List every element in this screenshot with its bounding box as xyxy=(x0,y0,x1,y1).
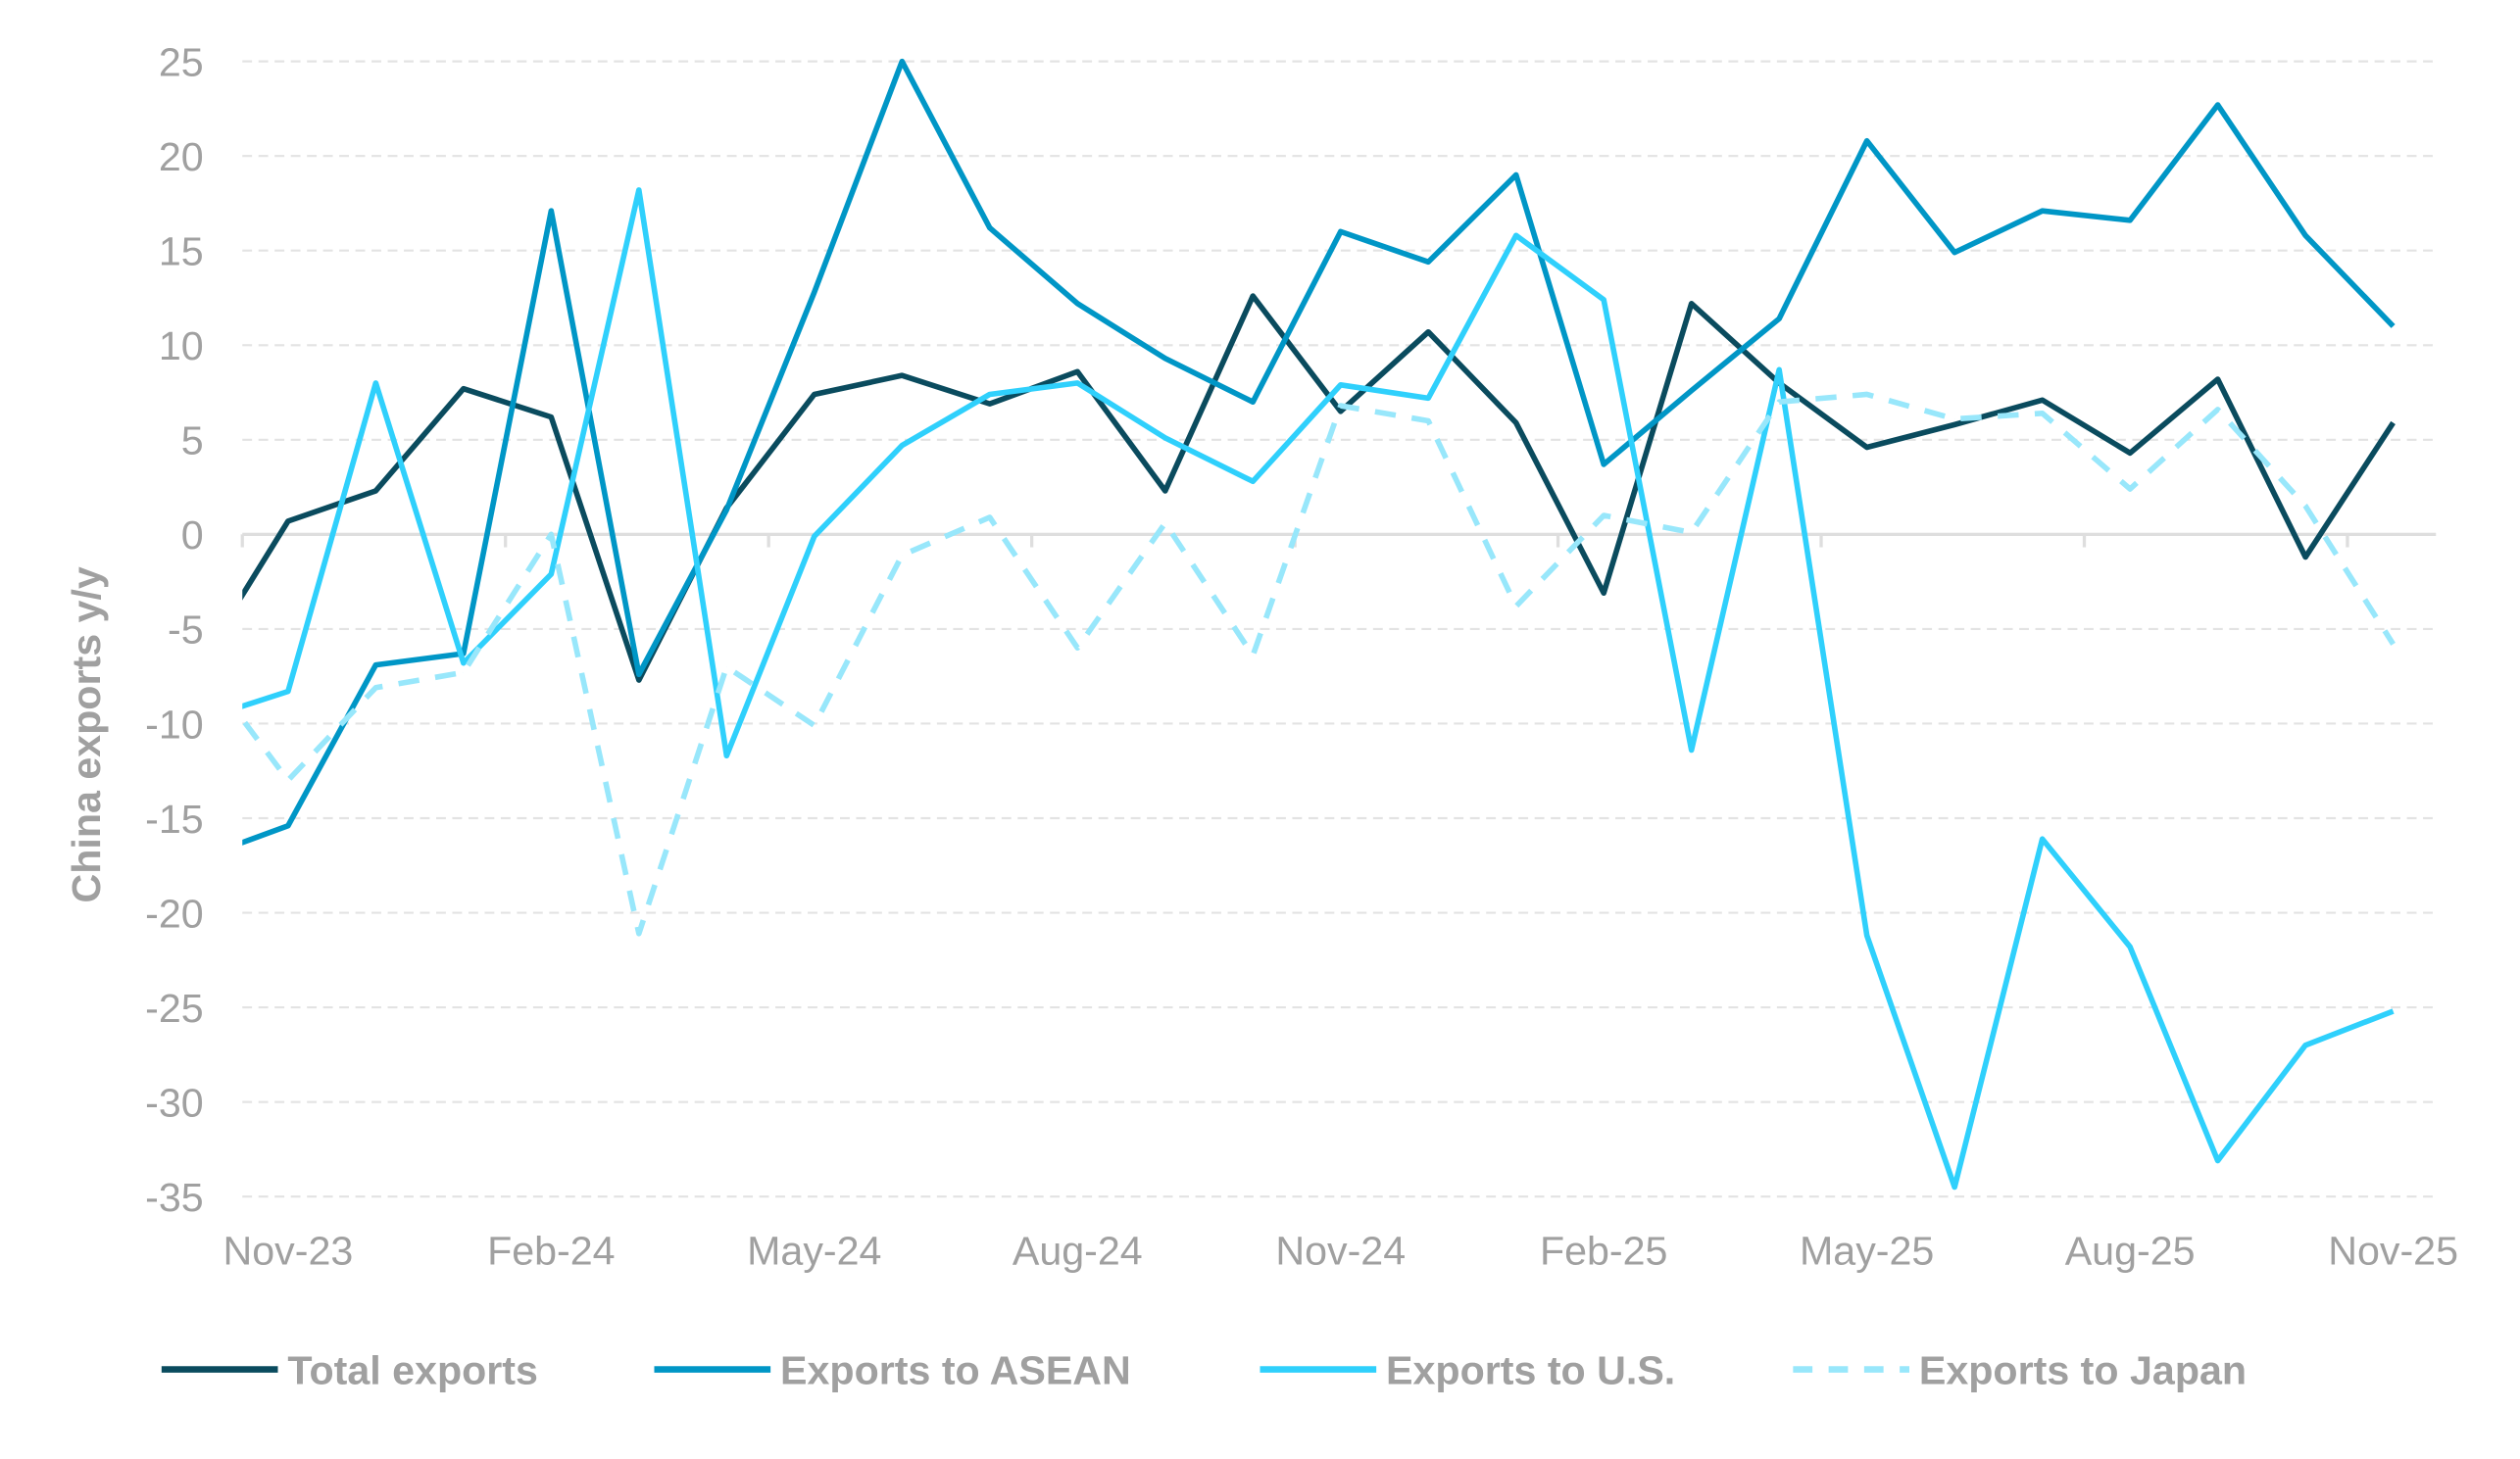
x-tick-label: Aug-24 xyxy=(1013,1228,1143,1273)
legend-label: Total exports xyxy=(287,1347,538,1392)
legend-label: Exports to ASEAN xyxy=(780,1347,1131,1392)
y-tick-label: -15 xyxy=(145,797,204,842)
y-tick-label: 25 xyxy=(159,39,204,84)
x-tick-label: Aug-25 xyxy=(2065,1228,2196,1273)
y-tick-label: 15 xyxy=(159,229,204,274)
y-tick-label: -5 xyxy=(168,608,204,653)
x-tick-label: May-25 xyxy=(1800,1228,1934,1273)
x-axis: Nov-23 Feb-24 May-24 Aug-24 Nov-24 Feb-25 May-… xyxy=(222,534,2458,1273)
y-tick-label: -20 xyxy=(145,891,204,936)
series-line-exports-to-asean xyxy=(242,58,2396,846)
y-tick-label: -25 xyxy=(145,986,204,1031)
x-tick-label: Nov-24 xyxy=(1275,1228,1406,1273)
x-tick-label: Feb-25 xyxy=(1540,1228,1668,1273)
x-tick-label: Nov-25 xyxy=(2328,1228,2458,1273)
legend-label: Exports to Japan xyxy=(1919,1347,2247,1392)
legend-item-exports-to-japan: Exports to Japan xyxy=(1793,1347,2247,1392)
y-tick-label: 0 xyxy=(181,512,204,558)
y-tick-label: -30 xyxy=(145,1080,204,1125)
legend-item-total-exports: Total exports xyxy=(161,1347,538,1392)
x-tick-label: May-24 xyxy=(747,1228,881,1273)
y-tick-label: -35 xyxy=(145,1175,204,1220)
legend-item-exports-to-u-s: Exports to U.S. xyxy=(1260,1347,1675,1392)
legend-label: Exports to U.S. xyxy=(1386,1347,1675,1392)
series-line-exports-to-japan xyxy=(242,391,2396,937)
y-axis-label: China exports y/y xyxy=(64,566,109,902)
series-line-exports-to-u-s xyxy=(242,187,2395,1191)
y-axis: 25 20 15 10 5 0 -5 -10 -15 -20 -25 -30 -35 xyxy=(145,39,204,1220)
x-tick-label: Feb-24 xyxy=(487,1228,616,1273)
gridlines xyxy=(242,60,2437,1198)
series-line-total-exports xyxy=(242,293,2396,683)
series-lines xyxy=(242,58,2396,1191)
y-tick-label: -10 xyxy=(145,702,204,747)
x-tick-label: Nov-23 xyxy=(222,1228,353,1273)
legend-item-exports-to-asean: Exports to ASEAN xyxy=(654,1347,1131,1392)
y-tick-label: 20 xyxy=(159,134,204,179)
y-tick-label: 5 xyxy=(181,418,204,463)
y-tick-label: 10 xyxy=(159,323,204,368)
legend: Total exports Exports to ASEAN Exports to … xyxy=(161,1347,2247,1392)
